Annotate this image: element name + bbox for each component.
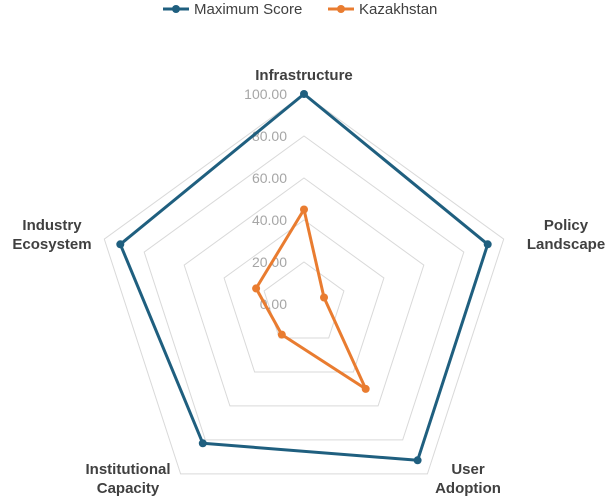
tick-label: 100.00 — [244, 86, 287, 102]
grid-ring-4 — [143, 135, 465, 441]
axis-label-line: Infrastructure — [255, 67, 353, 84]
grid-ring-1 — [263, 261, 345, 339]
series-layer — [116, 90, 492, 465]
axis-label-line: Adoption — [435, 480, 501, 497]
axis-label-line: Capacity — [97, 480, 160, 497]
axis-label-layer: Infrastructure Policy Landscape User Adoptio… — [12, 67, 605, 497]
axis-label-line: Policy — [544, 217, 589, 234]
axis-label-4: Industry Ecosystem — [12, 217, 91, 253]
series-line-1 — [254, 208, 368, 391]
legend-item-0: Maximum Score — [163, 1, 302, 18]
axis-label-2: User Adoption — [435, 461, 501, 497]
tick-label: 60.00 — [252, 170, 287, 186]
legend-label: Maximum Score — [194, 1, 302, 18]
axis-label-line: Ecosystem — [12, 236, 91, 253]
legend-swatch-marker — [337, 5, 345, 13]
tick-label: 80.00 — [252, 128, 287, 144]
axis-label-line: Institutional — [86, 461, 171, 478]
series-1-point-0 — [300, 205, 308, 214]
series-1-point-1 — [320, 293, 328, 302]
grid-layer — [103, 93, 505, 475]
axis-label-0: Infrastructure — [255, 67, 353, 84]
grid-ring-3 — [183, 177, 425, 407]
series-1-point-2 — [361, 384, 370, 393]
series-0-point-2 — [413, 456, 422, 465]
series-1-point-3 — [277, 330, 286, 339]
legend: Maximum Score Kazakhstan — [163, 1, 437, 18]
legend-label: Kazakhstan — [359, 1, 437, 18]
grid-ring-5 — [103, 93, 505, 475]
tick-label: 20.00 — [252, 254, 287, 270]
legend-item-1: Kazakhstan — [328, 1, 437, 18]
series-line-0 — [118, 92, 490, 462]
series-0-point-4 — [116, 240, 125, 249]
series-1-point-4 — [252, 284, 261, 293]
grid-ring-2 — [223, 219, 385, 373]
series-0-point-1 — [483, 240, 492, 249]
series-0-point-0 — [300, 90, 308, 98]
axis-label-line: User — [451, 461, 485, 478]
axis-label-line: Landscape — [527, 236, 605, 253]
axis-label-line: Industry — [22, 217, 82, 234]
tick-label: 40.00 — [252, 212, 287, 228]
axis-label-3: Institutional Capacity — [86, 461, 171, 497]
legend-swatch-marker — [172, 5, 180, 13]
axis-label-1: Policy Landscape — [527, 217, 605, 253]
series-0-point-3 — [198, 439, 207, 448]
